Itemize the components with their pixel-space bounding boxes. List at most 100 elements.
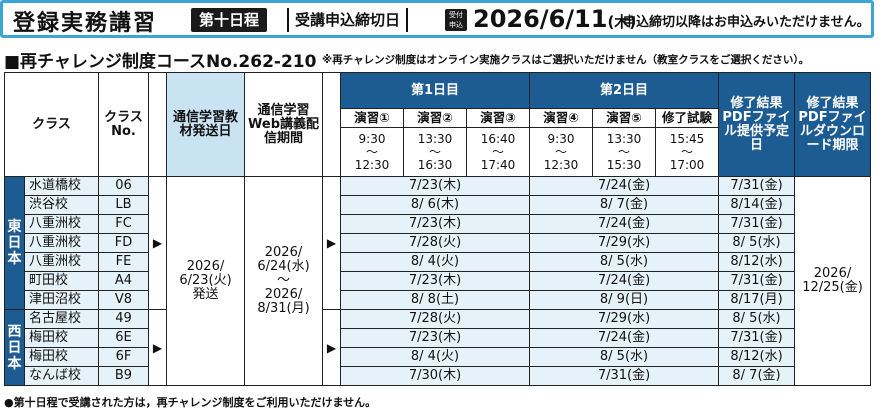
region-label-char: 本	[7, 251, 22, 267]
school-name: 水道橋校	[24, 176, 99, 196]
ship-date-line: 発送	[192, 287, 219, 302]
web-period-line: 2026/	[264, 245, 303, 260]
table-row: 町田校 A4 7/23(木) 7/24(金) 7/31(金)	[5, 271, 871, 291]
table-row: 梅田校 6F 8/ 4(火) 8/ 5(水) 8/12(水)	[5, 347, 871, 367]
class-no: LB	[98, 195, 149, 215]
calendar-icon-line2: 申込	[449, 21, 463, 29]
col-header-pdf-date: 修了結果PDFファイル提供予定日	[718, 72, 795, 177]
session-time-end: 12:30	[543, 157, 579, 172]
ship-date-line: 2026/	[186, 259, 225, 274]
table-row: 津田沼校 V8 8/ 8(土) 8/ 9(日) 8/17(月)	[5, 290, 871, 310]
col-header-day1-label: 第1日目	[410, 82, 460, 98]
session-header: 演習⑤	[592, 108, 656, 128]
schedule-table: クラス クラスNo. 通信学習教材発送日 通信学習Web講義配信期間 第1日目 …	[4, 72, 871, 386]
pdf-date: 7/31(金)	[718, 214, 795, 234]
table-row: 渋谷校 LB 8/ 6(木) 8/ 7(金) 8/14(金)	[5, 195, 871, 215]
day2-date: 7/29(水)	[529, 233, 719, 253]
day2-date: 7/24(金)	[529, 271, 719, 291]
day1-date: 7/23(木)	[340, 328, 530, 348]
session-header: 演習③	[466, 108, 530, 128]
school-name: 渋谷校	[24, 195, 99, 215]
session-time-start: 9:30	[547, 131, 575, 146]
col-header-pdf-date-label: 修了結果PDFファイル提供予定日	[722, 95, 791, 153]
pdf-date: 8/ 5(水)	[718, 233, 795, 253]
session-time-start: 9:30	[358, 131, 386, 146]
pdf-dl-line: 2026/	[813, 266, 852, 281]
region-label-char: 西	[7, 323, 22, 340]
day1-date: 8/ 8(土)	[340, 290, 530, 310]
day2-date: 7/24(金)	[529, 214, 719, 234]
col-header-ship-date: 通信学習教材発送日	[166, 72, 245, 177]
table-row: 梅田校 6E 7/23(木) 7/24(金) 7/31(金)	[5, 328, 871, 348]
deadline-date-value: 2026/6/11	[473, 5, 608, 33]
class-no: FE	[98, 252, 149, 272]
pdf-dl-line: 12/25(金)	[802, 280, 863, 295]
school-name: 町田校	[24, 271, 99, 291]
arrow-right-icon: ▶	[148, 176, 167, 310]
day2-date: 8/ 9(日)	[529, 290, 719, 310]
col-header-day1: 第1日目	[340, 72, 530, 109]
col-header-day2: 第2日目	[529, 72, 719, 109]
session-time-end: 16:30	[417, 157, 453, 172]
session-time-tilde: 〜	[428, 144, 441, 159]
ship-date-cell: 2026/6/23(火) 発送	[166, 176, 245, 386]
session-time: 9:30 〜 12:30	[529, 127, 593, 177]
session-time-tilde: 〜	[491, 144, 504, 159]
web-period-line: 6/24(水)	[257, 259, 310, 274]
table-row: なんば校 B9 7/30(木) 7/31(金) 8/ 7(金)	[5, 366, 871, 386]
session-time: 9:30 〜 12:30	[340, 127, 404, 177]
web-period-line: 8/31(月)	[257, 301, 310, 316]
day1-date: 7/28(火)	[340, 233, 530, 253]
pdf-date: 8/ 7(金)	[718, 366, 795, 386]
school-name: 八重洲校	[24, 214, 99, 234]
day1-date: 7/28(火)	[340, 309, 530, 329]
school-name: 八重洲校	[24, 233, 99, 253]
table-row: 東日本水道橋校 06 ▶ 2026/6/23(火) 発送 2026/6/24(水) 〜 202…	[4, 176, 871, 386]
day2-date: 8/ 5(水)	[529, 252, 719, 272]
day1-date: 8/ 4(火)	[340, 252, 530, 272]
region-label-char: 東	[7, 219, 22, 235]
pdf-date: 7/31(金)	[718, 176, 795, 196]
school-name: 津田沼校	[24, 290, 99, 310]
col-header-day2-label: 第2日目	[599, 82, 649, 98]
col-header-web-period-label: 通信学習Web講義配信期間	[248, 102, 319, 146]
day1-date: 8/ 4(火)	[340, 347, 530, 367]
day1-date: 8/ 6(木)	[340, 195, 530, 215]
col-header-web-period: 通信学習Web講義配信期間	[244, 72, 323, 177]
session-time-end: 17:00	[669, 157, 705, 172]
class-no: 49	[98, 309, 149, 329]
day1-date: 7/23(木)	[340, 214, 530, 234]
pdf-date: 7/31(金)	[718, 328, 795, 348]
col-header-pdf-dl: 修了結果PDFファイルダウンロード期限	[794, 72, 871, 177]
session-time-tilde: 〜	[554, 144, 567, 159]
table-row: 八重洲校 FC 7/23(木) 7/24(金) 7/31(金)	[5, 214, 871, 234]
web-period-line: 2026/	[264, 287, 303, 302]
region-label-char: 本	[7, 355, 22, 372]
class-no: A4	[98, 271, 149, 291]
session-header: 演習④	[529, 108, 593, 128]
footnote: ●第十日程で受講された方は，再チャレンジ制度をご利用いただけません。	[4, 396, 377, 409]
calendar-icon: 受付 申込	[445, 9, 467, 31]
region-label: 西日本	[4, 309, 25, 386]
class-no: 06	[98, 176, 149, 196]
class-no: 6E	[98, 328, 149, 348]
session-time: 13:30 〜 16:30	[403, 127, 467, 177]
deadline-label: 受講申込締切日	[287, 8, 409, 32]
region-label-char: 日	[7, 235, 22, 251]
session-header: 修了試験	[655, 108, 719, 128]
arrow-right-icon: ▶	[322, 176, 341, 310]
session-time: 13:30 〜 15:30	[592, 127, 656, 177]
class-no: B9	[98, 366, 149, 386]
day1-date: 7/23(木)	[340, 176, 530, 196]
region-label: 東日本	[4, 176, 25, 310]
session-time: 16:40 〜 17:40	[466, 127, 530, 177]
day1-date: 7/30(木)	[340, 366, 530, 386]
session-time-start: 15:45	[669, 131, 705, 146]
table-row: 八重洲校 FE 8/ 4(火) 8/ 5(水) 8/12(水)	[5, 252, 871, 272]
session-time-start: 13:30	[606, 131, 642, 146]
class-no: FD	[98, 233, 149, 253]
day2-date: 7/24(金)	[529, 328, 719, 348]
school-name: なんば校	[24, 366, 99, 386]
school-name: 梅田校	[24, 347, 99, 367]
pdf-date: 8/12(水)	[718, 347, 795, 367]
